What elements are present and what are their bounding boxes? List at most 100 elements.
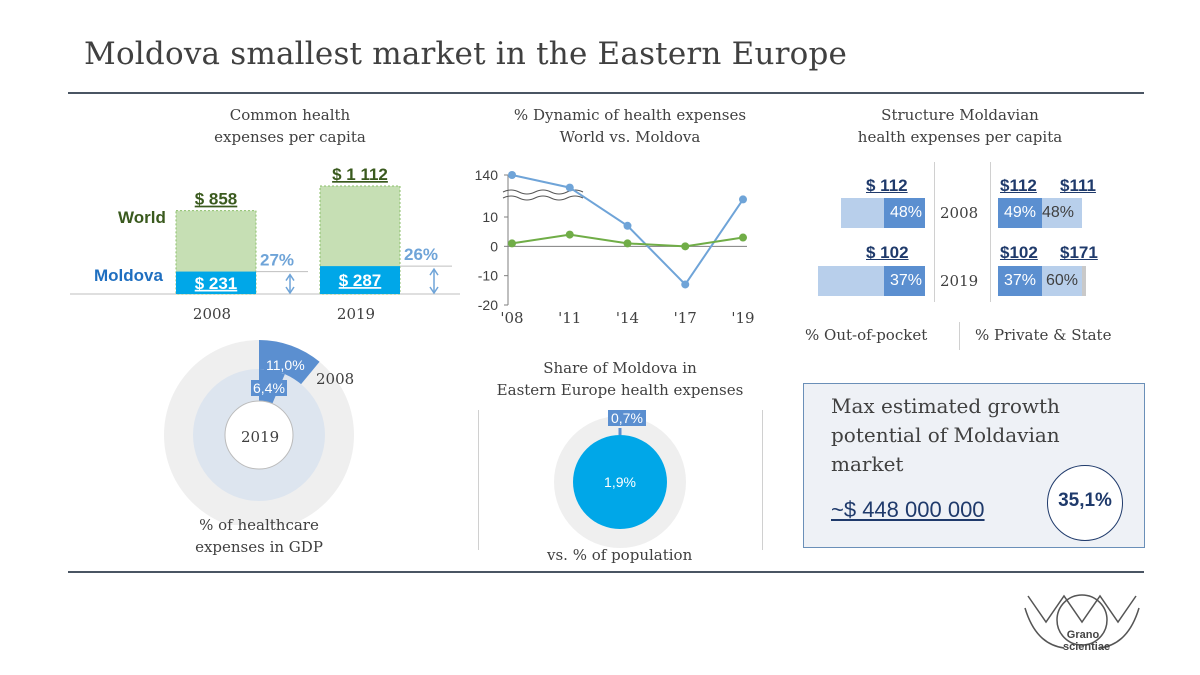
world-label: World	[118, 208, 166, 227]
state-bar-2019-cap	[1082, 266, 1086, 296]
dyn-ytick-label-3: -10	[478, 268, 498, 284]
dynamic-title: % Dynamic of health expenses World vs. M…	[490, 104, 770, 148]
share-title: Share of Moldova in Eastern Europe healt…	[480, 357, 760, 401]
per-capita-title: Common health expenses per capita	[170, 104, 410, 148]
dyn-series-0-point-2	[623, 221, 632, 230]
per-capita-chart: $ 858 $ 231 27% 2008 $ 1 112 $ 287 26% 2019	[70, 165, 460, 323]
potential-text: Max estimated growth potential of Moldav…	[831, 392, 1060, 479]
potential-text-line1: Max estimated growth	[831, 394, 1060, 418]
world-value-2008: $ 858	[195, 190, 238, 209]
structure-title: Structure Moldavian health expenses per …	[830, 104, 1090, 148]
dyn-xtick-label-3: '17	[674, 309, 697, 327]
gdp-chart	[164, 340, 354, 525]
dyn-series-0-point-1	[565, 183, 574, 192]
dyn-xtick-label-0: '08	[500, 309, 523, 327]
share-population-circle	[573, 435, 667, 529]
structure-title-line2: health expenses per capita	[857, 128, 1063, 146]
logo-right-arc	[1099, 607, 1140, 649]
share-pct-2008: 27%	[260, 251, 294, 270]
dyn-xtick-label-2: '14	[616, 309, 639, 327]
potential-value: ~$ 448 000 000	[831, 497, 985, 522]
top-divider	[68, 92, 1144, 94]
dyn-series-0-point-4	[739, 195, 747, 204]
moldova-value-2008: $ 231	[195, 274, 238, 293]
dyn-ytick-label-4: -20	[478, 297, 498, 313]
year-label-2008: 2008	[193, 305, 231, 323]
potential-text-line2: potential of Moldavian	[831, 423, 1060, 447]
share-divider-right	[762, 410, 763, 550]
legend-out-of-pocket: % Out-of-pocket	[805, 326, 928, 344]
private-value-2008: $112	[1000, 176, 1037, 195]
structure-divider-left	[934, 162, 935, 302]
gdp-label-2008-value: 11,0%	[264, 357, 307, 373]
dyn-series-0-point-3	[681, 280, 690, 289]
dyn-series-0-point-0	[508, 171, 516, 179]
dynamic-title-line2: World vs. Moldova	[559, 128, 701, 146]
moldova-value-2019: $ 287	[339, 271, 382, 290]
oop-value-2019: $ 102	[866, 243, 909, 262]
logo-text: Grano scientiae	[1063, 629, 1111, 653]
moldova-label: Moldova	[94, 266, 163, 285]
dynamic-title-line1: % Dynamic of health expenses	[513, 106, 747, 124]
share-arrowhead-bottom-2008	[285, 286, 295, 295]
potential-percent-circle	[1047, 465, 1123, 541]
share-pct-2019: 26%	[404, 245, 438, 264]
oop-value-2008: $ 112	[866, 176, 908, 195]
moldova-bar-2008	[176, 271, 256, 294]
private-value-2019: $102	[1000, 243, 1038, 262]
oop-bar-2019: 37%	[884, 266, 925, 296]
year-2019-label: 2019	[940, 272, 979, 290]
moldova-bar-2019	[320, 266, 400, 294]
dyn-axis-break-top	[502, 189, 584, 195]
share-caption: vs. % of population	[547, 546, 693, 564]
dyn-ytick-label-0: 140	[475, 167, 499, 183]
gdp-label-2019-value: 6,4%	[251, 380, 287, 396]
share-chart	[554, 416, 686, 548]
state-bar-2019: 60%	[1042, 266, 1082, 296]
potential-text-line3: market	[831, 452, 904, 476]
share-title-line1: Share of Moldova in	[543, 359, 697, 377]
per-capita-title-line1: Common health	[229, 106, 351, 124]
dyn-series-1-point-0	[508, 239, 516, 248]
gdp-caption-line2: expenses in GDP	[195, 538, 323, 556]
grano-logo	[1024, 594, 1140, 649]
per-capita-title-line2: expenses per capita	[214, 128, 366, 146]
dyn-ytick-label-2: 0	[490, 238, 498, 254]
share-arrowhead-top-2019	[429, 267, 439, 276]
gdp-year-2008: 2008	[316, 370, 355, 388]
structure-title-line1: Structure Moldavian	[881, 106, 1039, 124]
dyn-ytick-label-1: 10	[482, 209, 498, 225]
state-value-2008: $111	[1060, 176, 1096, 195]
share-population-label: 1,9%	[604, 474, 636, 490]
dynamic-chart: 140 10 0 -10 -20'08 '11 '14 '17 '19	[475, 167, 755, 327]
dyn-series-1-point-2	[623, 239, 632, 248]
dyn-xtick-label-1: '11	[558, 309, 581, 327]
private-bar-2019: 37%	[998, 266, 1042, 296]
logo-text-line2: scientiae	[1063, 641, 1111, 653]
dyn-series-1-point-3	[681, 242, 690, 251]
share-arrowhead-bottom-2019	[429, 286, 439, 295]
logo-zigzag	[1027, 594, 1137, 624]
share-divider-left	[478, 410, 479, 550]
share-title-line2: Eastern Europe health expenses	[496, 381, 744, 399]
dyn-xtick-label-4: '19	[731, 309, 754, 327]
dyn-series-1-point-4	[739, 233, 747, 242]
logo-left-arc	[1024, 607, 1065, 649]
year-label-2019: 2019	[337, 305, 375, 323]
legend-divider	[959, 322, 960, 350]
legend-private-state: % Private & State	[975, 326, 1112, 344]
oop-bar-2008: 48%	[884, 198, 925, 228]
page-title: Moldova smallest market in the Eastern E…	[84, 36, 848, 72]
private-bar-2008: 49%	[998, 198, 1042, 228]
bottom-divider	[68, 571, 1144, 573]
share-arrowhead-top-2008	[285, 273, 295, 281]
year-2008-label: 2008	[940, 204, 979, 222]
potential-percent: 35,1%	[1058, 490, 1112, 511]
state-value-2019: $171	[1060, 243, 1098, 262]
gdp-center	[224, 400, 294, 470]
dyn-axis-break-bottom	[502, 195, 584, 201]
world-value-2019: $ 1 112	[332, 165, 388, 184]
state-bar-2008: 48%	[1042, 198, 1082, 228]
gdp-caption: % of healthcare expenses in GDP	[150, 514, 368, 558]
structure-divider-right	[990, 162, 991, 302]
